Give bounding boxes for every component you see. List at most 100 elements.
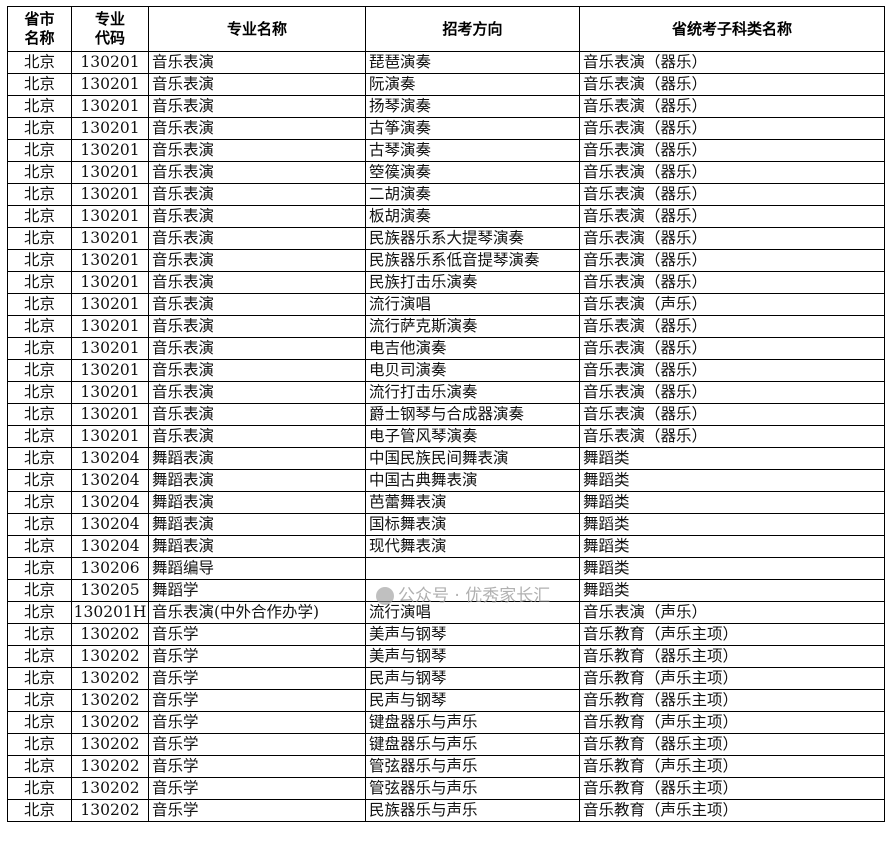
province-cell: 北京 (7, 447, 72, 470)
header-row: 省市 名称 专业 代码 专业名称 招考方向 省统考子科类名称 (7, 6, 885, 52)
table-row: 北京 130201H 音乐表演(中外合作办学) 流行演唱 音乐表演（声乐） (7, 601, 885, 624)
major-cell: 舞蹈表演 (148, 535, 366, 558)
table-row: 北京 130201 音乐表演 电子管风琴演奏 音乐表演（器乐） (7, 425, 885, 448)
province-cell: 北京 (7, 403, 72, 426)
major-cell: 音乐学 (148, 645, 366, 668)
code-cell: 130204 (71, 447, 149, 470)
category-cell: 音乐教育（声乐主项） (579, 623, 885, 646)
table-row: 北京 130204 舞蹈表演 国标舞表演 舞蹈类 (7, 513, 885, 536)
header-major: 专业名称 (148, 6, 366, 52)
table-row: 北京 130204 舞蹈表演 现代舞表演 舞蹈类 (7, 535, 885, 558)
code-cell: 130201 (71, 337, 149, 360)
table-row: 北京 130201 音乐表演 流行打击乐演奏 音乐表演（器乐） (7, 381, 885, 404)
major-cell: 音乐表演 (148, 95, 366, 118)
province-cell: 北京 (7, 139, 72, 162)
code-cell: 130201 (71, 315, 149, 338)
table-row: 北京 130201 音乐表演 古琴演奏 音乐表演（器乐） (7, 139, 885, 162)
category-cell: 音乐教育（声乐主项） (579, 711, 885, 734)
direction-cell: 流行演唱 (365, 293, 580, 316)
major-cell: 舞蹈表演 (148, 491, 366, 514)
category-cell: 舞蹈类 (579, 513, 885, 536)
category-cell: 音乐表演（声乐） (579, 293, 885, 316)
province-cell: 北京 (7, 337, 72, 360)
province-cell: 北京 (7, 513, 72, 536)
major-cell: 音乐表演 (148, 315, 366, 338)
province-cell: 北京 (7, 645, 72, 668)
province-cell: 北京 (7, 689, 72, 712)
category-cell: 音乐表演（器乐） (579, 161, 885, 184)
table-row: 北京 130201 音乐表演 流行演唱 音乐表演（声乐） (7, 293, 885, 316)
code-cell: 130202 (71, 711, 149, 734)
table-row: 北京 130201 音乐表演 民族器乐系大提琴演奏 音乐表演（器乐） (7, 227, 885, 250)
category-cell: 音乐表演（器乐） (579, 139, 885, 162)
watermark-text: 公众号 · 优秀家长汇 (398, 586, 551, 606)
code-cell: 130201 (71, 381, 149, 404)
code-cell: 130201H (71, 601, 149, 624)
table-row: 北京 130202 音乐学 美声与钢琴 音乐教育（器乐主项） (7, 645, 885, 668)
table-row: 北京 130201 音乐表演 爵士钢琴与合成器演奏 音乐表演（器乐） (7, 403, 885, 426)
major-cell: 舞蹈表演 (148, 469, 366, 492)
direction-cell: 管弦器乐与声乐 (365, 777, 580, 800)
major-cell: 音乐表演 (148, 403, 366, 426)
direction-cell: 电吉他演奏 (365, 337, 580, 360)
category-cell: 音乐教育（器乐主项） (579, 733, 885, 756)
code-cell: 130202 (71, 667, 149, 690)
code-cell: 130206 (71, 557, 149, 580)
direction-cell (365, 557, 580, 580)
direction-cell: 箜篌演奏 (365, 161, 580, 184)
code-cell: 130202 (71, 623, 149, 646)
direction-cell: 美声与钢琴 (365, 623, 580, 646)
category-cell: 音乐表演（器乐） (579, 183, 885, 206)
code-cell: 130201 (71, 425, 149, 448)
major-cell: 音乐表演 (148, 293, 366, 316)
province-cell: 北京 (7, 425, 72, 448)
table-row: 北京 130202 音乐学 管弦器乐与声乐 音乐教育（器乐主项） (7, 777, 885, 800)
category-cell: 舞蹈类 (579, 491, 885, 514)
code-cell: 130202 (71, 755, 149, 778)
direction-cell: 琵琶演奏 (365, 51, 580, 74)
table-row: 北京 130201 音乐表演 琵琶演奏 音乐表演（器乐） (7, 51, 885, 74)
province-cell: 北京 (7, 73, 72, 96)
province-cell: 北京 (7, 623, 72, 646)
major-cell: 音乐表演 (148, 227, 366, 250)
direction-cell: 中国古典舞表演 (365, 469, 580, 492)
province-cell: 北京 (7, 205, 72, 228)
direction-cell: 管弦器乐与声乐 (365, 755, 580, 778)
direction-cell: 扬琴演奏 (365, 95, 580, 118)
header-category: 省统考子科类名称 (579, 6, 885, 52)
major-cell: 舞蹈学 (148, 579, 366, 602)
category-cell: 舞蹈类 (579, 469, 885, 492)
province-cell: 北京 (7, 667, 72, 690)
province-cell: 北京 (7, 755, 72, 778)
category-cell: 音乐表演（器乐） (579, 205, 885, 228)
category-cell: 音乐教育（声乐主项） (579, 799, 885, 822)
category-cell: 舞蹈类 (579, 447, 885, 470)
table-row: 北京 130201 音乐表演 板胡演奏 音乐表演（器乐） (7, 205, 885, 228)
province-cell: 北京 (7, 183, 72, 206)
direction-cell: 流行萨克斯演奏 (365, 315, 580, 338)
category-cell: 音乐教育（器乐主项） (579, 689, 885, 712)
major-cell: 音乐表演 (148, 183, 366, 206)
major-cell: 音乐表演 (148, 73, 366, 96)
code-cell: 130204 (71, 491, 149, 514)
direction-cell: 民族打击乐演奏 (365, 271, 580, 294)
direction-cell: 古琴演奏 (365, 139, 580, 162)
header-code: 专业 代码 (71, 6, 149, 52)
code-cell: 130201 (71, 139, 149, 162)
province-cell: 北京 (7, 469, 72, 492)
major-cell: 音乐表演 (148, 425, 366, 448)
direction-cell: 民族器乐与声乐 (365, 799, 580, 822)
province-cell: 北京 (7, 315, 72, 338)
direction-cell: 键盘器乐与声乐 (365, 711, 580, 734)
direction-cell: 电贝司演奏 (365, 359, 580, 382)
table-row: 北京 130202 音乐学 键盘器乐与声乐 音乐教育（器乐主项） (7, 733, 885, 756)
category-cell: 音乐表演（器乐） (579, 359, 885, 382)
province-cell: 北京 (7, 777, 72, 800)
province-cell: 北京 (7, 579, 72, 602)
category-cell: 音乐表演（器乐） (579, 51, 885, 74)
direction-cell: 民族器乐系低音提琴演奏 (365, 249, 580, 272)
category-cell: 音乐教育（器乐主项） (579, 777, 885, 800)
major-cell: 音乐表演 (148, 51, 366, 74)
table-row: 北京 130202 音乐学 民声与钢琴 音乐教育（器乐主项） (7, 689, 885, 712)
major-cell: 音乐表演 (148, 161, 366, 184)
